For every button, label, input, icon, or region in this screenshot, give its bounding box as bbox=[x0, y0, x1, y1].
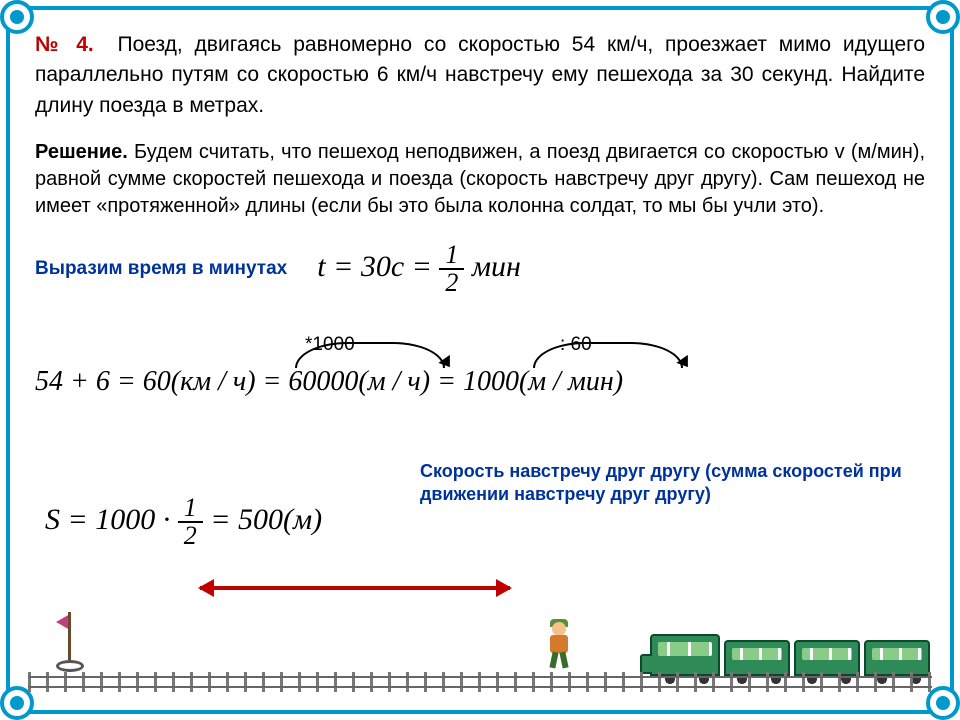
frac-num: 1 bbox=[178, 495, 203, 523]
length-formula: S = 1000 · 1 2 = 500(м) bbox=[45, 495, 322, 549]
corner-ornament bbox=[926, 0, 960, 34]
time-row: Выразим время в минутах t = 30с = 1 2 ми… bbox=[35, 242, 925, 296]
slide-content: № 4. Поезд, двигаясь равномерно со скоро… bbox=[35, 30, 925, 700]
solution-label: Решение. bbox=[35, 141, 128, 163]
time-unit: мин bbox=[472, 250, 521, 283]
flag-icon bbox=[56, 612, 86, 672]
frac-den: 2 bbox=[178, 523, 203, 549]
conversion-row: *1000 : 60 54 + 6 = 60(км / ч) = 60000(м… bbox=[35, 336, 925, 406]
time-hint: Выразим время в минутах bbox=[35, 258, 287, 280]
time-expr-left: t = 30с = bbox=[317, 250, 432, 283]
time-expression: t = 30с = 1 2 мин bbox=[317, 242, 521, 296]
arc-arrow-icon bbox=[295, 342, 445, 368]
double-arrow-icon bbox=[200, 586, 510, 590]
frac-num: 1 bbox=[439, 242, 464, 270]
conversion-expression: 54 + 6 = 60(км / ч) = 60000(м / ч) = 100… bbox=[35, 366, 623, 398]
solution-text: Будем считать, что пешеход неподвижен, а… bbox=[35, 141, 925, 217]
solution-paragraph: Решение. Будем считать, что пешеход непо… bbox=[35, 139, 925, 220]
formula-left: S = 1000 · bbox=[45, 503, 170, 536]
pedestrian-icon bbox=[545, 622, 573, 668]
railroad-tracks-icon bbox=[28, 668, 932, 698]
formula-fraction: 1 2 bbox=[178, 495, 203, 549]
time-fraction: 1 2 bbox=[439, 242, 464, 296]
problem-statement: № 4. Поезд, двигаясь равномерно со скоро… bbox=[35, 30, 925, 121]
frac-den: 2 bbox=[439, 270, 464, 296]
arc-arrow-icon bbox=[533, 342, 683, 368]
problem-number: № 4. bbox=[35, 33, 94, 56]
speed-note: Скорость навстречу друг другу (сумма ско… bbox=[420, 460, 925, 507]
problem-text: Поезд, двигаясь равномерно со скоростью … bbox=[35, 33, 925, 117]
formula-right: = 500(м) bbox=[210, 503, 322, 536]
corner-ornament bbox=[0, 0, 34, 34]
